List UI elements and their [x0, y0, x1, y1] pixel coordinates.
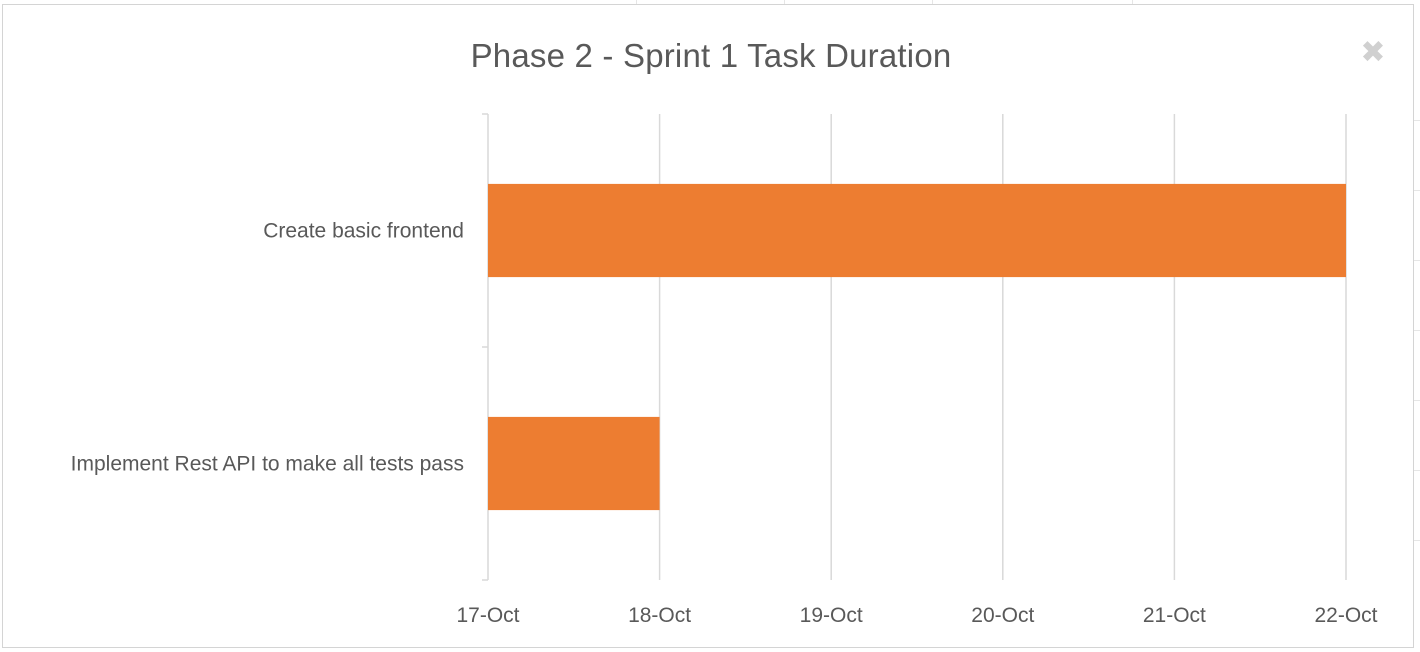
- x-tick-label: 18-Oct: [628, 604, 691, 627]
- x-tick-label: 22-Oct: [1314, 604, 1377, 627]
- sheet-gridline: [1414, 400, 1420, 401]
- sheet-gridline: [1414, 470, 1420, 471]
- close-icon[interactable]: ✖: [1360, 36, 1386, 69]
- sheet-gridline: [1132, 0, 1133, 4]
- bar: [488, 416, 660, 511]
- category-label: Implement Rest API to make all tests pas…: [71, 453, 464, 476]
- sheet-gridline: [1414, 190, 1420, 191]
- chart-title: Phase 2 - Sprint 1 Task Duration: [470, 37, 952, 74]
- category-label: Create basic frontend: [263, 220, 464, 243]
- sheet-gridline: [784, 0, 785, 4]
- chart-area[interactable]: Phase 2 - Sprint 1 Task Duration ✖: [2, 4, 1414, 648]
- x-tick-label: 21-Oct: [1143, 604, 1206, 627]
- x-tick-label: 19-Oct: [800, 604, 863, 627]
- sheet-gridline: [1414, 260, 1420, 261]
- x-tick-label: 17-Oct: [456, 604, 519, 627]
- bar: [488, 183, 1346, 278]
- sheet-gridline: [1414, 120, 1420, 121]
- x-tick-label: 20-Oct: [971, 604, 1034, 627]
- sheet-gridline: [1414, 540, 1420, 541]
- sheet-gridline: [932, 0, 933, 4]
- sheet-gridline: [1414, 330, 1420, 331]
- sheet-gridline: [636, 0, 637, 4]
